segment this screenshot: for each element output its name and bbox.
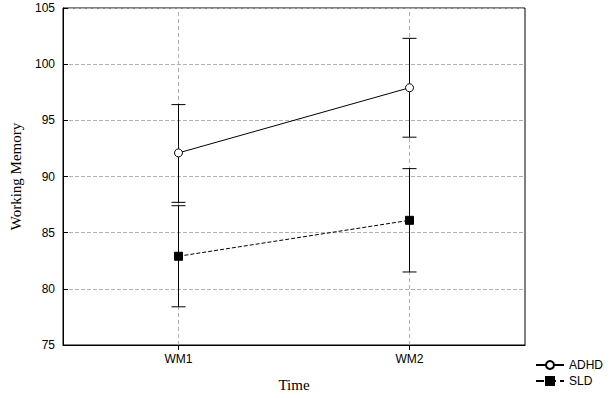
- svg-text:ADHD: ADHD: [569, 358, 603, 372]
- svg-text:95: 95: [42, 113, 56, 127]
- svg-text:90: 90: [42, 170, 56, 184]
- svg-text:Time: Time: [278, 377, 309, 393]
- svg-text:75: 75: [42, 338, 56, 352]
- svg-text:Working Memory: Working Memory: [8, 122, 24, 230]
- svg-text:WM1: WM1: [165, 352, 193, 366]
- svg-text:SLD: SLD: [569, 374, 593, 388]
- svg-text:85: 85: [42, 226, 56, 240]
- svg-text:100: 100: [35, 57, 55, 71]
- svg-text:80: 80: [42, 282, 56, 296]
- svg-text:WM2: WM2: [396, 352, 424, 366]
- svg-text:105: 105: [35, 1, 55, 15]
